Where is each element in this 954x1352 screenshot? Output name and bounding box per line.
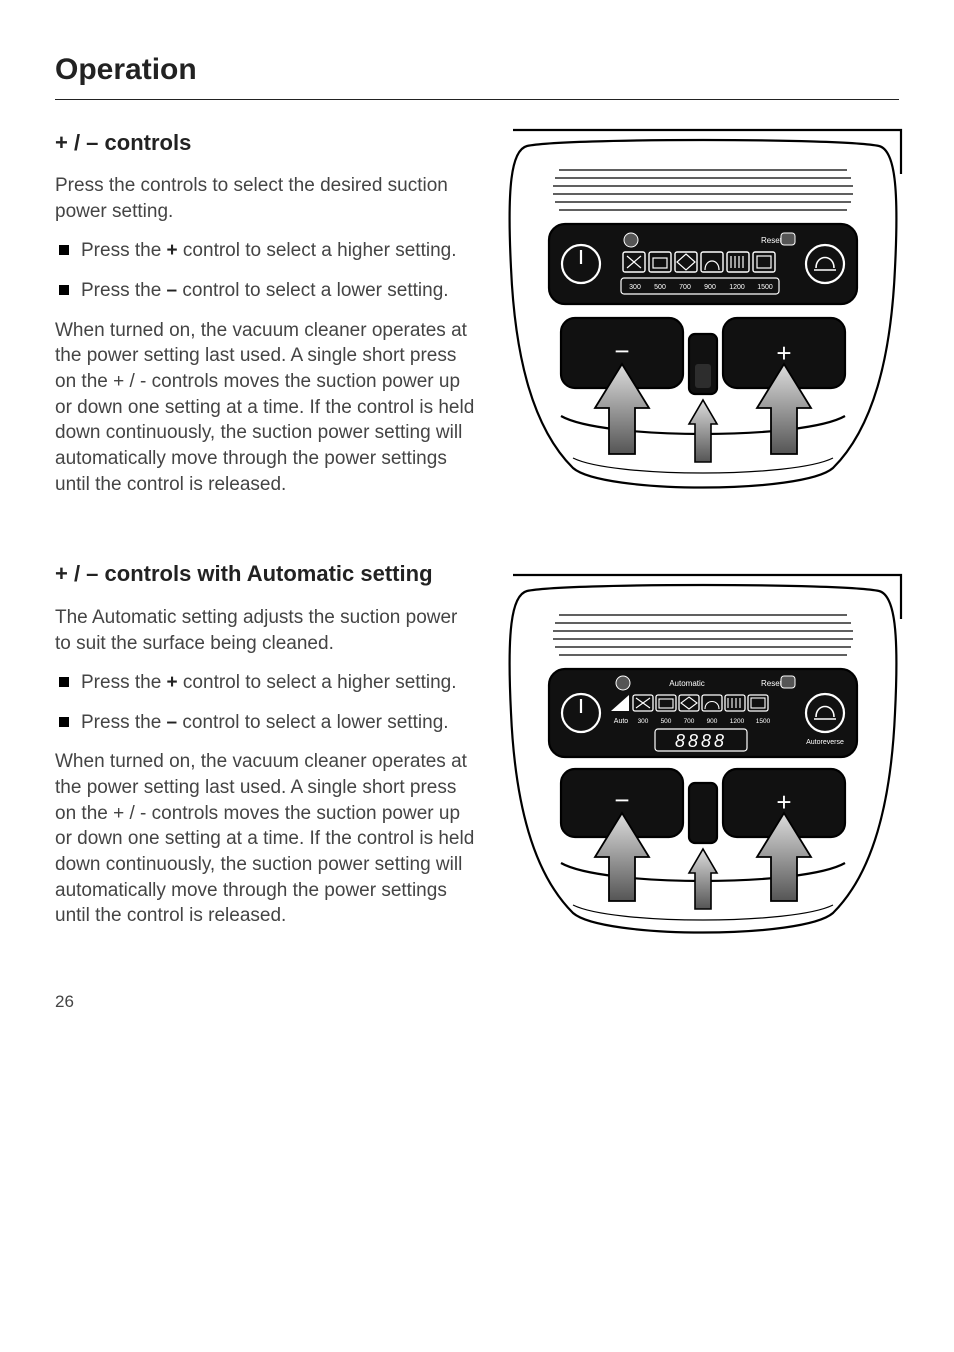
section1-heading: + / – controls [55,128,475,158]
scale-val: 1200 [730,718,745,725]
minus-symbol: − [614,336,629,366]
scale-val: 1200 [729,284,745,291]
scale-val: 1500 [757,284,773,291]
vacuum-control-panel-figure-1: Reset 300 [503,128,903,498]
bullet-post: control to select a lower setting. [177,712,448,733]
auto-label: Auto [614,718,629,725]
list-item: Press the + control to select a higher s… [55,238,475,264]
list-item: Press the – control to select a lower se… [55,710,475,736]
bullet-post: control to select a lower setting. [177,280,448,301]
section1-text: + / – controls Press the controls to sel… [55,128,475,512]
section-automatic: + / – controls with Automatic setting Th… [55,559,899,943]
section1-intro: Press the controls to select the desired… [55,173,475,224]
bullet-post: control to select a higher setting. [178,240,457,261]
scale-val: 300 [629,284,641,291]
section2-text: + / – controls with Automatic setting Th… [55,559,475,943]
section1-body: When turned on, the vacuum cleaner opera… [55,318,475,497]
bullet-symbol: + [167,672,178,693]
scale-val: 700 [684,718,695,725]
list-item: Press the + control to select a higher s… [55,670,475,696]
section2-figure: Automatic Reset Autoreverse [503,559,903,943]
bullet-pre: Press the [81,280,167,301]
section2-body: When turned on, the vacuum cleaner opera… [55,749,475,928]
automatic-label: Automatic [669,679,705,688]
scale-val: 900 [707,718,718,725]
section2-intro: The Automatic setting adjusts the suctio… [55,605,475,656]
section-plus-minus: + / – controls Press the controls to sel… [55,128,899,512]
scale-val: 900 [704,284,716,291]
page-number: 26 [55,991,899,1014]
section2-heading: + / – controls with Automatic setting [55,559,475,589]
scale-val: 700 [679,284,691,291]
bullet-symbol: – [167,712,178,733]
page-title: Operation [55,50,899,100]
digits-display: 8888 [675,731,727,751]
bullet-symbol: + [167,240,178,261]
minus-symbol: − [614,785,629,815]
list-item: Press the – control to select a lower se… [55,278,475,304]
section1-bullets: Press the + control to select a higher s… [55,238,475,303]
scale-val: 300 [638,718,649,725]
section1-figure: Reset 300 [503,128,903,512]
section2-bullets: Press the + control to select a higher s… [55,670,475,735]
reset-label: Reset [761,679,783,688]
bullet-symbol: – [167,280,178,301]
bullet-pre: Press the [81,672,167,693]
scale-val: 500 [654,284,666,291]
vacuum-control-panel-figure-2: Automatic Reset Autoreverse [503,573,903,943]
scale-val: 500 [661,718,672,725]
bullet-post: control to select a higher setting. [178,672,457,693]
bullet-pre: Press the [81,240,167,261]
autoreverse-label: Autoreverse [806,739,844,746]
scale-val: 1500 [756,718,771,725]
reset-label: Reset [761,236,783,245]
bullet-pre: Press the [81,712,167,733]
